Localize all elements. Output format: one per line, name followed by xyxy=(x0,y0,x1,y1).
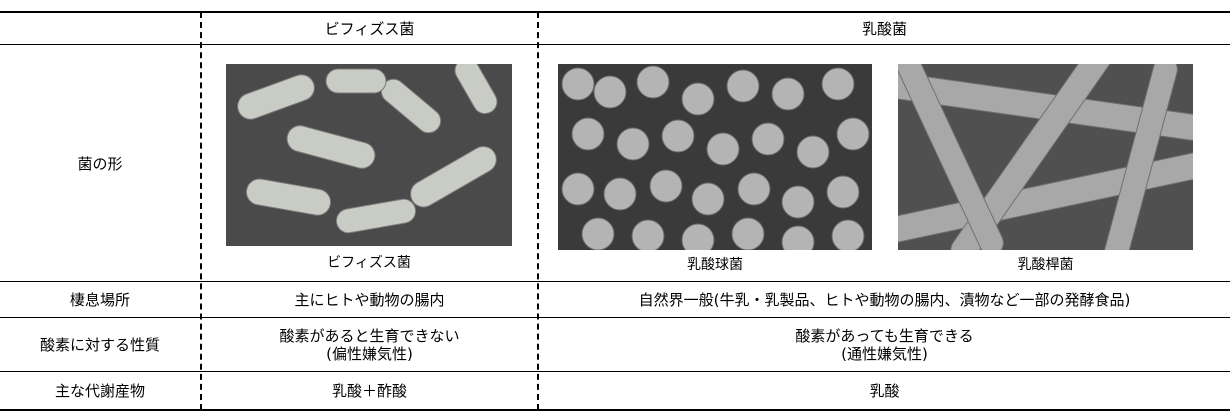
image-caption: 乳酸球菌 xyxy=(687,257,743,273)
cell-text: 酸素があっても生育できる xyxy=(795,327,974,345)
micrograph xyxy=(558,64,872,250)
cell: 乳酸＋酢酸 xyxy=(202,372,537,410)
cell: 主にヒトや動物の腸内 xyxy=(202,282,537,318)
rule xyxy=(0,409,1230,411)
cell-text: 乳酸 xyxy=(869,382,900,400)
row-label: 菌の形 xyxy=(77,154,123,173)
cell-text: 主にヒトや動物の腸内 xyxy=(294,291,445,309)
rule xyxy=(0,371,1230,372)
micrograph xyxy=(226,64,512,246)
cell-text: (通性嫌気性) xyxy=(841,345,928,363)
micrograph xyxy=(898,64,1193,250)
rule xyxy=(0,11,1230,13)
cell-text: 自然界一般(牛乳・乳製品、ヒトや動物の腸内、漬物など一部の発酵食品) xyxy=(638,291,1131,309)
rule xyxy=(0,281,1230,282)
cell-text: 酸素があると生育できない xyxy=(279,327,460,345)
divider xyxy=(537,12,539,410)
image-caption: ビフィズス菌 xyxy=(327,255,411,271)
image-caption: 乳酸桿菌 xyxy=(1017,257,1074,273)
cell-text: (偏性嫌気性) xyxy=(326,345,413,363)
header-cell: 乳酸菌 xyxy=(861,19,907,38)
rule xyxy=(0,44,1230,45)
row-label: 主な代謝産物 xyxy=(54,382,145,400)
cell: 自然界一般(牛乳・乳製品、ヒトや動物の腸内、漬物など一部の発酵食品) xyxy=(539,282,1230,318)
row-label: 棲息場所 xyxy=(69,291,130,309)
divider xyxy=(200,12,202,410)
cell: 乳酸 xyxy=(539,372,1230,410)
row-label: 酸素に対する性質 xyxy=(39,336,160,354)
rule xyxy=(0,317,1230,318)
cell: 酸素があると生育できない (偏性嫌気性) xyxy=(202,318,537,372)
cell: 酸素があっても生育できる (通性嫌気性) xyxy=(539,318,1230,372)
header-cell: ビフィズス菌 xyxy=(324,19,415,38)
cell-text: 乳酸＋酢酸 xyxy=(331,382,407,400)
